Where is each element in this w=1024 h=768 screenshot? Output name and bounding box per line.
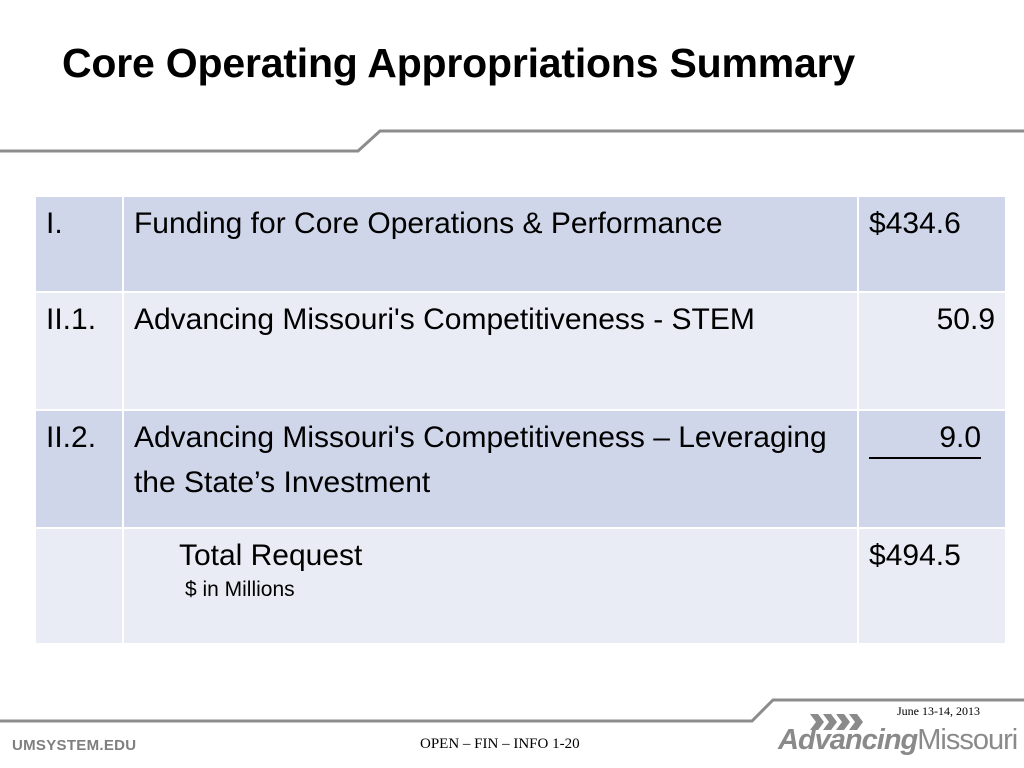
row-description: Advancing Missouri's Competitiveness – L…	[121, 409, 860, 529]
table-row: II.2. Advancing Missouri's Competitivene…	[34, 409, 1007, 529]
row-description: Advancing Missouri's Competitiveness - S…	[121, 291, 860, 411]
row-amount-cell: 9.0	[857, 409, 1007, 529]
page-title: Core Operating Appropriations Summary	[62, 40, 855, 86]
total-row: Total Request $ in Millions $494.5	[34, 527, 1007, 645]
row-amount: $434.6	[857, 195, 1007, 293]
table-row: II.1. Advancing Missouri's Competitivene…	[34, 291, 1007, 411]
logo-text-light: Missouri	[917, 724, 1018, 756]
row-number: II.1.	[34, 291, 124, 411]
footer-document-code: OPEN – FIN – INFO 1-20	[420, 736, 580, 752]
row-description: Funding for Core Operations & Performanc…	[121, 195, 860, 293]
chevron-arrows-icon	[810, 714, 863, 730]
appropriations-table: I. Funding for Core Operations & Perform…	[34, 195, 1007, 645]
total-label: Total Request	[178, 539, 363, 572]
footer-site: UMSYSTEM.EDU	[12, 737, 137, 754]
header-divider-line	[0, 129, 1024, 153]
row-number-empty	[34, 527, 124, 645]
row-number: II.2.	[34, 409, 124, 529]
row-amount: 9.0	[869, 418, 982, 459]
total-amount: $494.5	[857, 527, 1007, 645]
units-note: $ in Millions	[184, 578, 295, 601]
logo: AdvancingMissouri	[778, 724, 1018, 757]
total-description: Total Request $ in Millions	[121, 527, 860, 645]
footer-date: June 13-14, 2013	[897, 704, 980, 718]
row-number: I.	[34, 195, 124, 293]
table-row: I. Funding for Core Operations & Perform…	[34, 195, 1007, 293]
logo-text-bold: Advancing	[778, 724, 918, 756]
row-amount: 50.9	[857, 291, 1007, 411]
